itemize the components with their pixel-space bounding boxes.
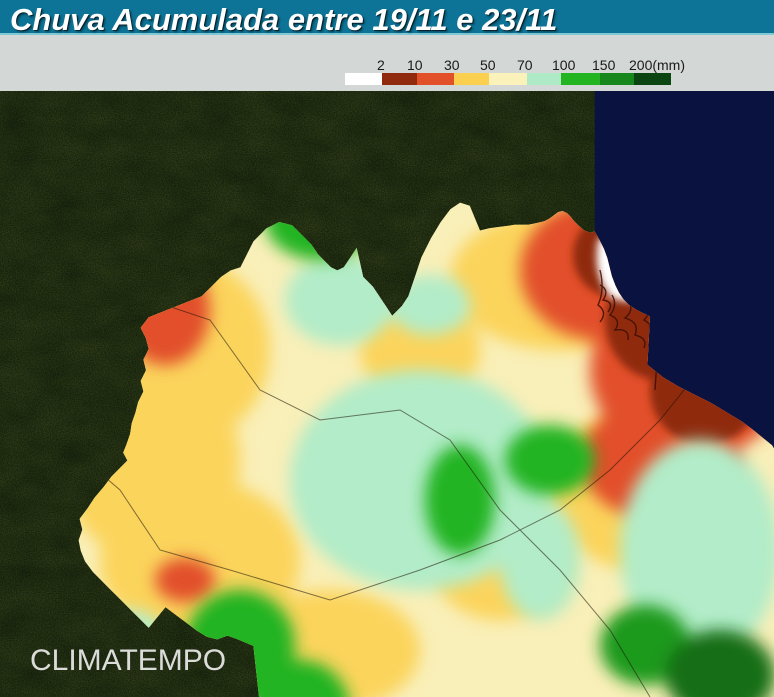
svg-text:CLIMATEMPO: CLIMATEMPO [30, 644, 226, 677]
